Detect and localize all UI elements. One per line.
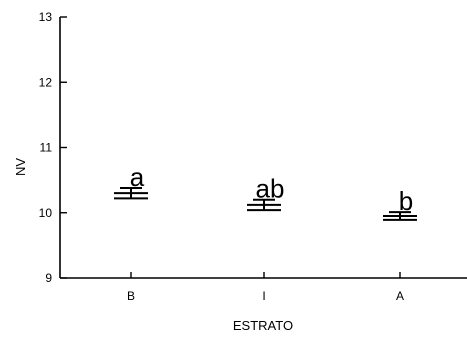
y-tick-label: 11 (40, 141, 53, 155)
x-tick-label: I (262, 289, 265, 303)
y-tick-label: 10 (39, 206, 53, 220)
y-tick-label: 12 (39, 75, 53, 89)
significance-letter: a (130, 162, 145, 192)
x-tick-label: B (127, 289, 135, 303)
y-tick-label: 13 (39, 10, 53, 24)
x-axis-label: ESTRATO (233, 318, 293, 333)
significance-letter: b (399, 186, 413, 216)
significance-letter: ab (256, 174, 285, 204)
y-axis-label: NV (13, 158, 28, 176)
plot-area: 9 10 11 12 13 B I Aa ab b (39, 10, 467, 303)
y-tick-label: 9 (45, 271, 52, 285)
x-tick-label: A (396, 289, 404, 303)
